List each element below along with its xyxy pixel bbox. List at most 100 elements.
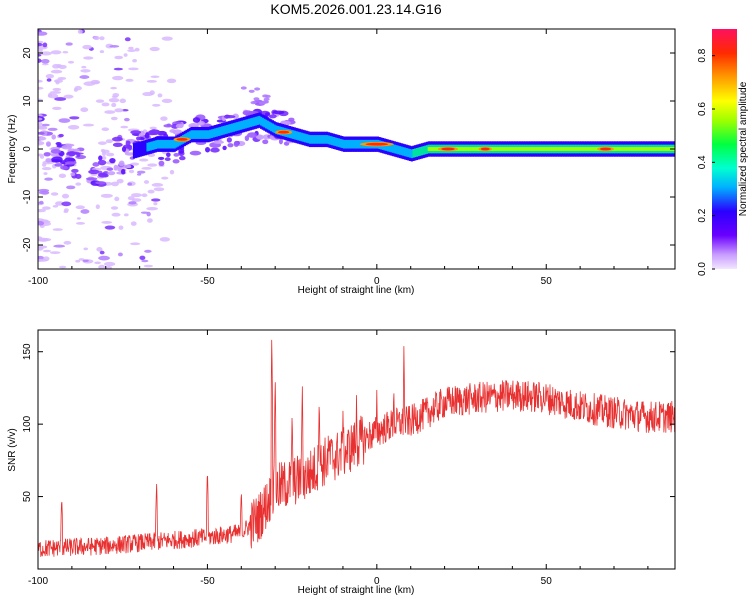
- ridge-inner: [214, 128, 217, 137]
- noise-blob: [169, 169, 175, 175]
- ridge-core: [586, 147, 590, 151]
- ridge-inner: [273, 124, 276, 134]
- ridge-inner: [295, 131, 298, 140]
- ridge-inner: [319, 135, 322, 144]
- ridge-core: [563, 147, 566, 151]
- ridge-core: [524, 147, 527, 151]
- ridge-inner: [329, 136, 332, 145]
- noise-blob: [120, 125, 129, 129]
- noise-blob: [123, 213, 129, 217]
- ridge-inner: [312, 135, 315, 144]
- ridge-core: [534, 147, 537, 151]
- snr-ticks: -100 -50 0 50 50 100 150: [22, 330, 675, 587]
- ridge-core: [578, 147, 581, 151]
- ridge-halo: [112, 142, 123, 147]
- noise-blob: [38, 40, 44, 44]
- snr-series-line: [37, 339, 676, 557]
- colorbar-tick-label: 0.8: [697, 48, 708, 62]
- ridge-inner: [176, 137, 180, 147]
- noise-blob: [77, 29, 83, 34]
- ridge-inner: [170, 139, 173, 149]
- ridge-inner: [207, 130, 210, 139]
- ridge-halo: [109, 157, 116, 164]
- ridge-core: [659, 147, 662, 151]
- ridge-inner: [256, 116, 259, 125]
- ridge-halo: [106, 167, 114, 171]
- ridge-core: [627, 147, 630, 151]
- ridge-halo: [222, 145, 227, 151]
- ridge-halo: [118, 160, 125, 167]
- ridge-inner: [175, 138, 178, 148]
- colorbar-tick-label: 0.2: [697, 208, 708, 222]
- ridge-inner: [331, 136, 334, 146]
- noise-blob: [125, 78, 134, 82]
- ridge-core: [495, 147, 498, 151]
- ridge-halo: [50, 149, 62, 154]
- noise-blob: [54, 97, 67, 101]
- ridge-core: [553, 147, 556, 151]
- noise-blob: [52, 204, 59, 208]
- noise-blob: [40, 51, 52, 56]
- ridge-halo: [75, 173, 82, 179]
- ridge-inner: [263, 118, 266, 128]
- ridge-halo: [43, 152, 51, 157]
- ridge-inner: [424, 145, 427, 155]
- noise-blob: [50, 69, 63, 74]
- ridge-halo: [51, 134, 57, 140]
- ridge-core: [624, 147, 627, 151]
- ridge-halo: [262, 139, 269, 145]
- ridge-halo: [178, 148, 185, 154]
- ridge-peak-core: [365, 142, 389, 146]
- ridge-core: [493, 147, 496, 151]
- noise-blob: [161, 36, 173, 41]
- ridge-peak-core: [441, 147, 455, 151]
- ridge-core: [644, 147, 647, 151]
- ridge-core: [515, 147, 518, 151]
- noise-blob: [153, 187, 165, 192]
- ridge-core: [519, 147, 522, 151]
- noise-blob: [52, 87, 62, 92]
- noise-blob: [38, 136, 47, 141]
- ridge-inner: [332, 137, 335, 146]
- noise-blob: [101, 155, 107, 160]
- ridge-inner: [232, 123, 236, 132]
- ridge-halo: [98, 155, 103, 161]
- ridge-inner: [342, 139, 346, 149]
- ridge-core: [431, 147, 434, 151]
- spectrogram-xtick-label: -100: [28, 276, 48, 287]
- noise-blob: [157, 93, 163, 98]
- noise-blob: [38, 79, 43, 83]
- ridge-core: [492, 147, 495, 151]
- ridge-outer: [141, 140, 144, 157]
- ridge-core: [434, 147, 437, 151]
- figure-title: KOM5.2026.001.23.14.G16: [270, 1, 441, 17]
- noise-blob: [147, 189, 155, 194]
- ridge-core: [512, 147, 515, 151]
- ridge-inner: [309, 135, 312, 144]
- ridge-core: [502, 147, 505, 151]
- noise-blob: [101, 102, 110, 107]
- noise-blob: [139, 158, 149, 162]
- ridge-halo: [288, 117, 295, 122]
- noise-blob: [113, 67, 124, 71]
- ridge-peak-core: [176, 138, 188, 141]
- ridge-inner: [270, 122, 273, 132]
- noise-blob: [127, 49, 137, 53]
- ridge-core: [568, 147, 571, 151]
- ridge-halo: [172, 159, 180, 164]
- ridge-inner: [320, 135, 324, 144]
- ridge-inner: [276, 125, 280, 135]
- noise-blob: [38, 191, 50, 195]
- noise-blob: [63, 240, 72, 245]
- ridge-core: [529, 147, 532, 151]
- ridge-inner: [305, 134, 308, 143]
- noise-blob: [110, 206, 119, 210]
- spectrogram-xtick-label: 0: [374, 276, 380, 287]
- ridge-core: [541, 147, 544, 151]
- noise-blob: [99, 50, 105, 54]
- ridge-halo: [223, 115, 236, 119]
- noise-blob: [67, 124, 80, 130]
- ridge-core: [475, 147, 478, 151]
- ridge-core: [661, 147, 664, 151]
- ridge-core: [468, 147, 471, 151]
